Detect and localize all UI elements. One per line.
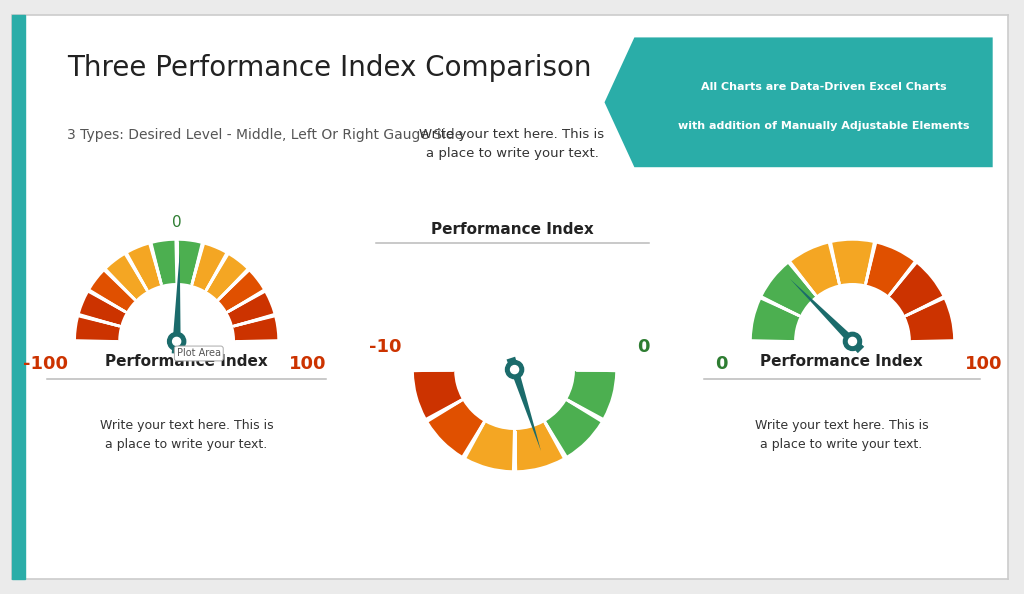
- Text: with addition of Manually Adjustable Elements: with addition of Manually Adjustable Ele…: [678, 121, 970, 131]
- Wedge shape: [429, 401, 483, 456]
- Wedge shape: [866, 244, 913, 295]
- Wedge shape: [228, 293, 273, 325]
- Text: Plot Area: Plot Area: [177, 349, 221, 359]
- Text: -10: -10: [370, 339, 402, 356]
- Text: 100: 100: [965, 355, 1002, 372]
- Circle shape: [168, 333, 185, 350]
- Wedge shape: [763, 264, 815, 315]
- Text: Performance Index: Performance Index: [760, 355, 923, 369]
- Text: 100: 100: [289, 355, 327, 372]
- Wedge shape: [219, 272, 263, 311]
- Wedge shape: [178, 241, 201, 285]
- Wedge shape: [516, 423, 562, 470]
- Wedge shape: [567, 371, 615, 418]
- Wedge shape: [153, 241, 175, 285]
- Polygon shape: [172, 253, 181, 353]
- Wedge shape: [90, 272, 134, 311]
- Circle shape: [173, 337, 180, 346]
- Circle shape: [849, 337, 856, 346]
- Bar: [12, 15, 26, 579]
- Wedge shape: [833, 241, 872, 284]
- Text: Write your text here. This is
a place to write your text.: Write your text here. This is a place to…: [99, 419, 273, 451]
- Wedge shape: [546, 401, 600, 456]
- Wedge shape: [108, 255, 146, 299]
- Circle shape: [506, 361, 523, 378]
- Text: Write your text here. This is
a place to write your text.: Write your text here. This is a place to…: [420, 128, 604, 160]
- Text: 0: 0: [716, 355, 728, 372]
- Text: 0: 0: [637, 339, 649, 356]
- Text: Performance Index: Performance Index: [105, 355, 268, 369]
- Circle shape: [511, 365, 518, 374]
- Polygon shape: [507, 356, 541, 451]
- Text: 3 Types: Desired Level - Middle, Left Or Right Gauge Side: 3 Types: Desired Level - Middle, Left Or…: [67, 128, 463, 142]
- Wedge shape: [905, 300, 953, 340]
- Wedge shape: [792, 244, 839, 295]
- Text: Three Performance Index Comparison: Three Performance Index Comparison: [67, 55, 592, 83]
- Wedge shape: [752, 300, 800, 340]
- Text: Performance Index: Performance Index: [430, 222, 593, 237]
- Wedge shape: [233, 317, 278, 340]
- Text: 0: 0: [172, 215, 181, 230]
- Wedge shape: [193, 245, 225, 290]
- Wedge shape: [80, 293, 125, 325]
- Text: All Charts are Data-Driven Excel Charts: All Charts are Data-Driven Excel Charts: [700, 82, 946, 91]
- Wedge shape: [76, 317, 120, 340]
- Polygon shape: [790, 279, 864, 353]
- Text: Write your text here. This is
a place to write your text.: Write your text here. This is a place to…: [755, 419, 928, 451]
- Polygon shape: [604, 37, 992, 168]
- Wedge shape: [207, 255, 246, 299]
- Wedge shape: [467, 423, 513, 470]
- Text: -100: -100: [24, 355, 69, 372]
- Wedge shape: [414, 371, 462, 418]
- Wedge shape: [890, 264, 942, 315]
- Circle shape: [844, 333, 861, 350]
- Wedge shape: [128, 245, 161, 290]
